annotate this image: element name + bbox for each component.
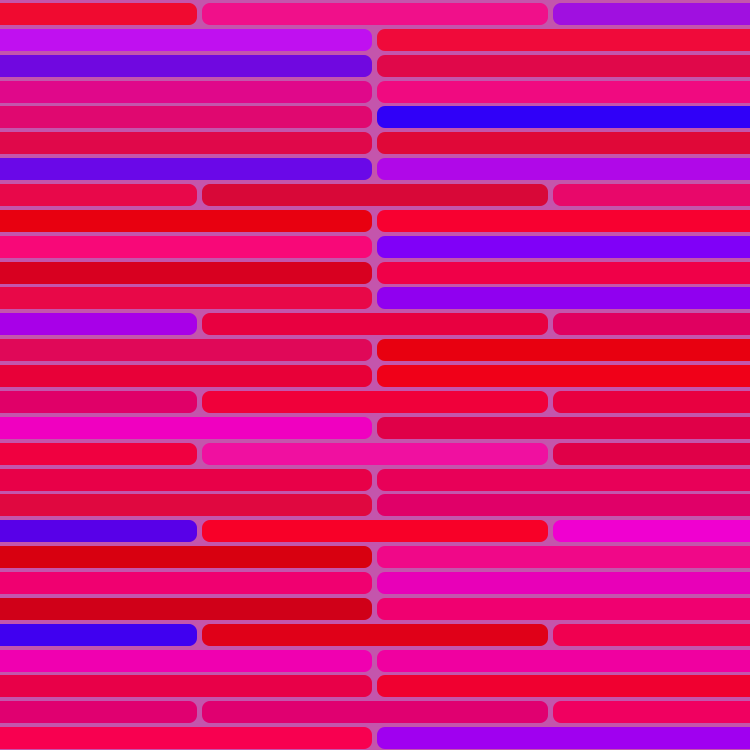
tile-bar — [377, 571, 750, 594]
tile-bar — [0, 597, 372, 620]
tile-bar — [0, 235, 372, 258]
tile-bar — [0, 54, 372, 77]
tile-bar — [377, 158, 750, 181]
tile-bar — [553, 701, 750, 724]
tile-bar — [553, 313, 750, 336]
tile-bar — [0, 623, 197, 646]
tile-bar — [377, 106, 750, 129]
tile-bar — [377, 546, 750, 569]
tile-bar — [202, 3, 548, 25]
tile-bar — [202, 313, 548, 336]
tile-bar — [0, 313, 197, 336]
tile-bar — [377, 727, 750, 750]
tile-bar — [0, 416, 372, 439]
tile-bar — [0, 3, 197, 25]
tile-bar — [0, 546, 372, 569]
tile-bar — [0, 727, 372, 750]
tile-bar — [377, 209, 750, 232]
tile-bar — [0, 494, 372, 517]
tile-bar — [0, 520, 197, 543]
tile-bar — [377, 287, 750, 310]
tile-bar — [0, 209, 372, 232]
tile-bar — [377, 28, 750, 51]
tile-bar — [553, 442, 750, 465]
tile-bar — [377, 365, 750, 388]
tile-bar — [0, 261, 372, 284]
tile-bar — [0, 106, 372, 129]
tile-bar — [0, 184, 197, 207]
tile-bar — [0, 132, 372, 155]
tile-bar — [0, 365, 372, 388]
tile-bar — [202, 623, 548, 646]
tile-bar — [553, 520, 750, 543]
tile-bar — [377, 235, 750, 258]
tile-bar — [202, 520, 548, 543]
tile-bar — [377, 675, 750, 698]
tile-bar — [0, 80, 372, 103]
tile-bar — [377, 494, 750, 517]
tile-bar — [0, 649, 372, 672]
tile-bar — [0, 390, 197, 413]
tile-bar — [553, 390, 750, 413]
tile-bar — [377, 80, 750, 103]
tile-bar — [0, 158, 372, 181]
tile-bar — [0, 701, 197, 724]
tile-bar — [202, 701, 548, 724]
tile-bar — [377, 132, 750, 155]
tile-bar — [0, 442, 197, 465]
tile-bar — [0, 571, 372, 594]
tile-bar — [377, 649, 750, 672]
tile-bar — [377, 54, 750, 77]
tile-bar — [377, 468, 750, 491]
tile-bar — [553, 3, 750, 25]
tile-bar — [202, 390, 548, 413]
tile-bar — [553, 623, 750, 646]
tile-bar — [0, 675, 372, 698]
tile-bar — [377, 261, 750, 284]
tile-bar — [0, 287, 372, 310]
tile-bar — [202, 184, 548, 207]
tile-bar — [377, 597, 750, 620]
tile-bar — [553, 184, 750, 207]
tile-bar — [0, 339, 372, 362]
tile-bar — [377, 339, 750, 362]
tile-bar — [202, 442, 548, 465]
tile-bar — [0, 28, 372, 51]
tile-bar — [0, 468, 372, 491]
tile-bar — [377, 416, 750, 439]
